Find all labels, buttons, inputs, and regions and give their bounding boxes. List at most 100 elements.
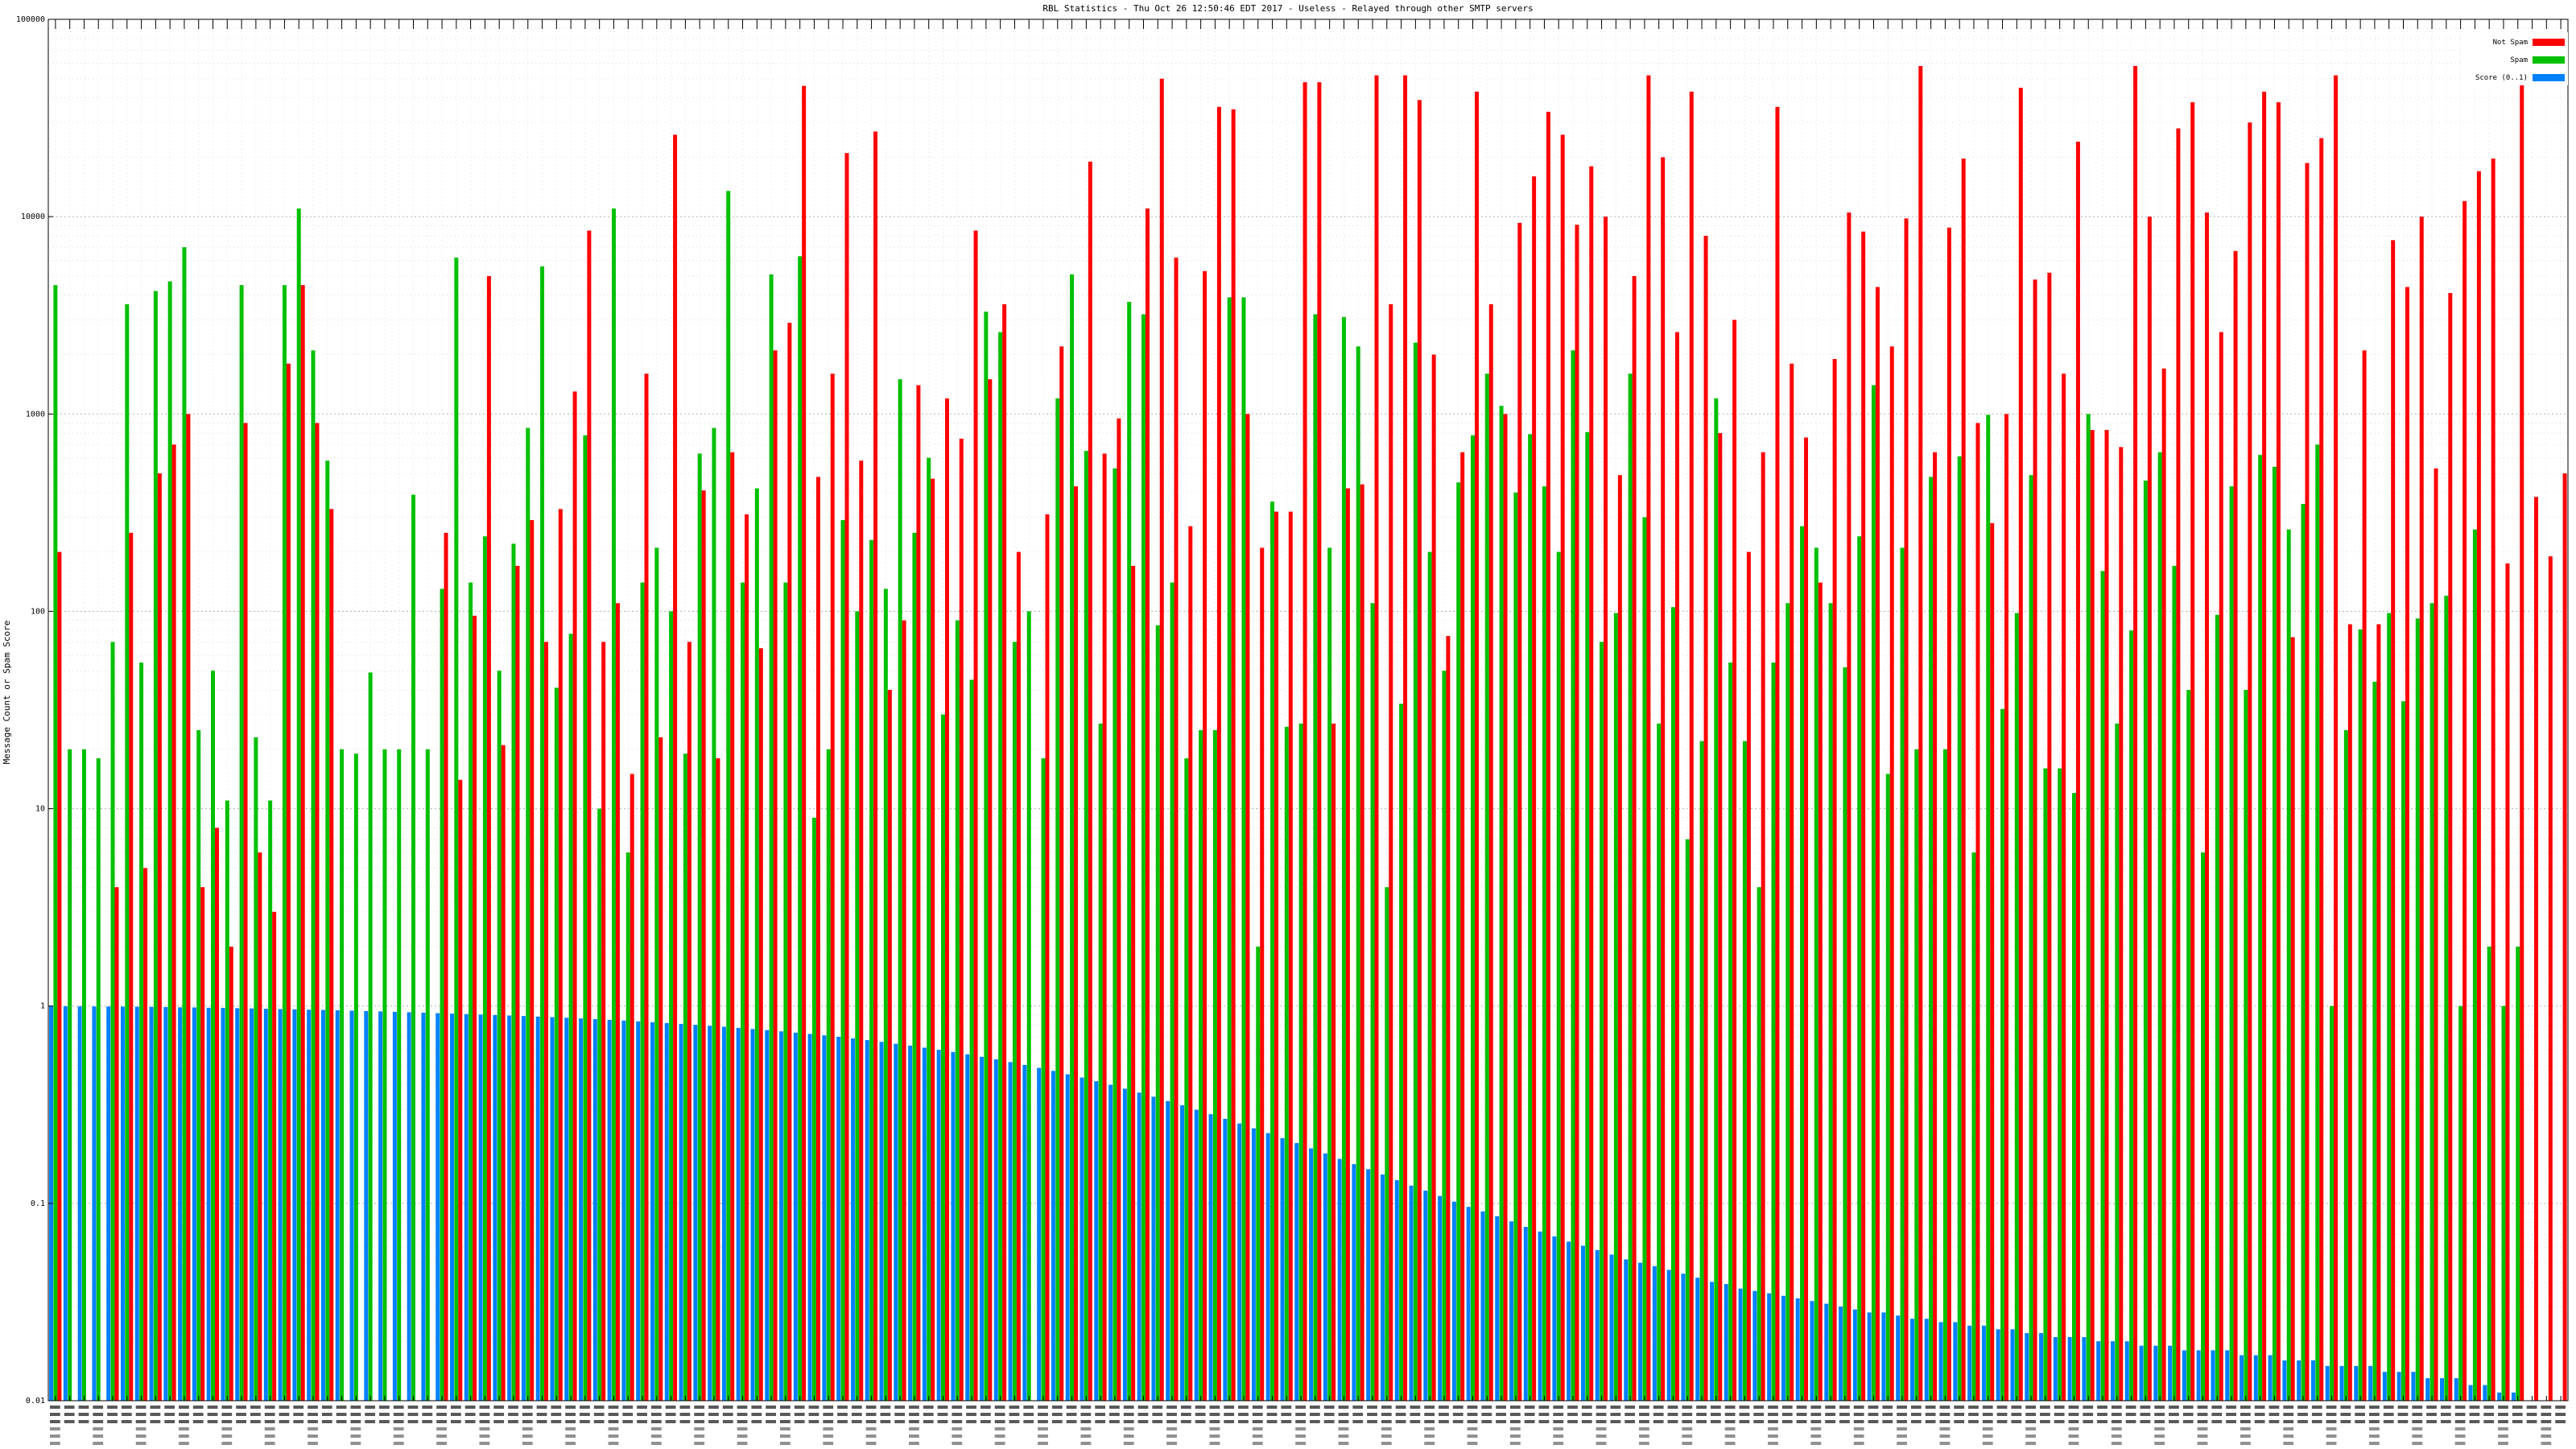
x-tick-label-mark — [1038, 1427, 1048, 1430]
not-spam-bar — [1818, 582, 1823, 1401]
spam-bar — [840, 520, 845, 1402]
x-tick-label-mark — [2211, 1406, 2223, 1409]
spam-bar — [1642, 517, 1647, 1401]
spam-bar — [2258, 455, 2263, 1401]
spam-bar — [654, 547, 659, 1401]
x-tick-label-mark — [2268, 1406, 2280, 1409]
x-tick-label-mark — [2541, 1420, 2552, 1423]
x-tick-label-mark — [1323, 1406, 1335, 1409]
x-tick-label-mark — [2111, 1442, 2122, 1445]
x-tick-label-mark — [1395, 1420, 1406, 1423]
x-tick-label-mark — [1954, 1420, 1965, 1423]
x-tick-label-mark — [1682, 1413, 1693, 1416]
score-bar — [450, 1013, 455, 1401]
not-spam-bar — [988, 379, 993, 1402]
x-tick-label-mark — [1180, 1406, 1191, 1409]
x-tick-label-mark — [1724, 1406, 1736, 1409]
not-spam-bar — [2147, 217, 2152, 1402]
score-bar — [1767, 1293, 1772, 1401]
x-tick-label-mark — [665, 1406, 676, 1409]
x-tick-label-mark — [1524, 1420, 1535, 1423]
x-tick-label-mark — [923, 1420, 934, 1423]
x-tick-label-mark — [2154, 1413, 2165, 1416]
not-spam-bar — [1016, 551, 1021, 1401]
not-spam-bar — [887, 689, 892, 1401]
not-spam-bar — [1475, 91, 1479, 1402]
not-spam-bar — [1317, 82, 1322, 1401]
x-tick-label-mark — [2555, 1420, 2566, 1423]
x-tick-label-mark — [1295, 1406, 1306, 1409]
not-spam-bar — [716, 758, 720, 1401]
x-tick-label-mark — [1810, 1420, 1822, 1423]
score-bar — [2339, 1365, 2344, 1401]
x-tick-label-mark — [2169, 1420, 2179, 1423]
spam-bar — [1513, 492, 1518, 1401]
x-tick-label-mark — [1509, 1406, 1521, 1409]
spam-bar — [998, 332, 1003, 1401]
x-tick-label-mark — [2011, 1420, 2022, 1423]
not-spam-bar — [601, 642, 606, 1401]
x-tick-label-mark — [1939, 1435, 1951, 1438]
x-tick-label-mark — [694, 1413, 705, 1416]
not-spam-bar — [973, 230, 978, 1401]
x-tick-label-mark — [2454, 1435, 2466, 1438]
x-tick-label-mark — [1724, 1427, 1736, 1430]
score-bar — [521, 1016, 526, 1401]
x-tick-label-mark — [2311, 1413, 2322, 1416]
score-bar — [894, 1043, 898, 1401]
x-tick-label-mark — [236, 1413, 246, 1416]
x-tick-label-mark — [2555, 1406, 2566, 1409]
x-tick-label-mark — [1452, 1406, 1463, 1409]
x-tick-label-mark — [937, 1406, 948, 1409]
spam-bar — [2215, 614, 2219, 1401]
x-tick-label-mark — [2211, 1420, 2223, 1423]
x-tick-label-mark — [2111, 1435, 2122, 1438]
x-tick-label-mark — [78, 1420, 89, 1423]
x-tick-label-mark — [1424, 1420, 1435, 1423]
not-spam-bar — [2133, 65, 2138, 1402]
x-tick-label-mark — [1781, 1413, 1793, 1416]
spam-bar — [2043, 768, 2048, 1401]
not-spam-bar — [1260, 547, 1265, 1401]
x-tick-label-mark — [1467, 1406, 1478, 1409]
score-bar — [2382, 1372, 2387, 1401]
x-tick-label-mark — [880, 1406, 891, 1409]
x-tick-label-mark — [2169, 1413, 2179, 1416]
x-tick-label-mark — [1209, 1442, 1220, 1445]
x-tick-label-mark — [2211, 1413, 2223, 1416]
score-bar — [1480, 1211, 1485, 1401]
not-spam-bar — [1646, 75, 1651, 1401]
not-spam-bar — [2305, 163, 2310, 1402]
x-tick-label-mark — [164, 1406, 175, 1409]
x-tick-label-mark — [1224, 1413, 1235, 1416]
x-tick-label-mark — [1553, 1420, 1564, 1423]
x-tick-label-mark — [751, 1406, 762, 1409]
not-spam-bar — [1889, 346, 1894, 1401]
x-tick-label-mark — [350, 1427, 361, 1430]
spam-bar — [1742, 741, 1747, 1401]
x-tick-label-mark — [952, 1427, 963, 1430]
x-tick-label-mark — [2240, 1413, 2251, 1416]
not-spam-bar — [2090, 430, 2095, 1401]
x-tick-label-mark — [1768, 1442, 1778, 1445]
x-tick-label-mark — [1682, 1420, 1693, 1423]
x-tick-label-mark — [679, 1420, 691, 1423]
spam-bar — [1571, 350, 1575, 1402]
score-bar — [507, 1015, 512, 1401]
spam-bar — [826, 749, 831, 1401]
x-tick-label-mark — [1496, 1406, 1506, 1409]
x-tick-label-mark — [1381, 1427, 1392, 1430]
not-spam-bar — [272, 911, 277, 1401]
x-tick-label-mark — [1853, 1406, 1864, 1409]
spam-bar — [469, 582, 473, 1401]
x-tick-label-mark — [1781, 1420, 1793, 1423]
score-bar — [307, 1009, 312, 1401]
x-tick-label-mark — [1581, 1413, 1592, 1416]
spam-bar — [1012, 642, 1017, 1401]
x-tick-label-mark — [1023, 1413, 1034, 1416]
x-tick-label-mark — [1080, 1420, 1092, 1423]
not-spam-bar — [2419, 217, 2424, 1402]
x-tick-label-mark — [50, 1435, 60, 1438]
x-tick-label-mark — [2254, 1413, 2265, 1416]
not-spam-bar — [2047, 272, 2052, 1402]
